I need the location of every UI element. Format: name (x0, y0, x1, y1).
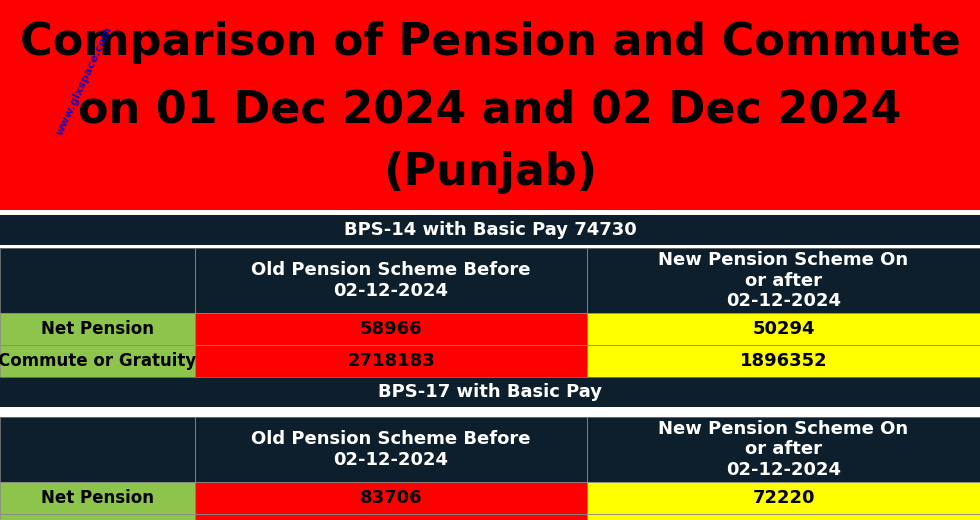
Bar (0, 0, 980, 215)
Bar (587, 313, 980, 345)
Bar (195, 345, 587, 377)
Bar (195, 248, 587, 313)
Text: Old Pension Scheme Before
02-12-2024: Old Pension Scheme Before 02-12-2024 (251, 430, 531, 469)
Bar (0, 345, 195, 377)
Text: (Punjab): (Punjab) (383, 150, 597, 193)
Bar (0, 482, 195, 514)
Bar (0, 407, 980, 417)
Bar (0, 245, 980, 248)
Text: New Pension Scheme On
or after
02-12-2024: New Pension Scheme On or after 02-12-202… (659, 251, 908, 310)
Bar (0, 313, 195, 345)
Bar (0, 417, 195, 482)
Bar (0, 417, 195, 482)
Bar (587, 417, 980, 482)
Bar (0, 482, 195, 514)
Bar (587, 248, 980, 313)
Text: 1896352: 1896352 (740, 352, 827, 370)
Bar (587, 345, 980, 377)
Bar (587, 313, 980, 345)
Bar (0, 514, 195, 520)
Text: Net Pension: Net Pension (41, 489, 154, 507)
Text: www.glxspace.com: www.glxspace.com (55, 25, 115, 137)
Text: 2718183: 2718183 (347, 352, 435, 370)
Text: Net Pension: Net Pension (41, 320, 154, 338)
Bar (587, 482, 980, 514)
Bar (0, 248, 195, 313)
Text: 72220: 72220 (753, 489, 814, 507)
Bar (195, 313, 587, 345)
Bar (0, 514, 195, 520)
Bar (195, 417, 587, 482)
Bar (0, 215, 980, 245)
Text: Comparison of Pension and Commute: Comparison of Pension and Commute (20, 20, 960, 63)
Bar (195, 248, 587, 313)
Bar (195, 514, 587, 520)
Bar (195, 482, 587, 514)
Text: 50294: 50294 (753, 320, 814, 338)
Bar (0, 345, 195, 377)
Bar (0, 248, 195, 313)
Bar (195, 313, 587, 345)
Bar (0, 210, 980, 215)
Text: Old Pension Scheme Before
02-12-2024: Old Pension Scheme Before 02-12-2024 (251, 261, 531, 300)
Bar (195, 345, 587, 377)
Text: BPS-14 with Basic Pay 74730: BPS-14 with Basic Pay 74730 (344, 221, 636, 239)
Bar (587, 345, 980, 377)
Text: New Pension Scheme On
or after
02-12-2024: New Pension Scheme On or after 02-12-202… (659, 420, 908, 479)
Bar (195, 514, 587, 520)
Text: 83706: 83706 (360, 489, 422, 507)
Bar (0, 377, 980, 407)
Text: BPS-17 with Basic Pay: BPS-17 with Basic Pay (378, 383, 602, 401)
Bar (587, 248, 980, 313)
Bar (0, 313, 195, 345)
Bar (587, 482, 980, 514)
Text: on 01 Dec 2024 and 02 Dec 2024: on 01 Dec 2024 and 02 Dec 2024 (78, 88, 902, 132)
Bar (587, 514, 980, 520)
Bar (195, 482, 587, 514)
Text: 58966: 58966 (360, 320, 422, 338)
Bar (587, 514, 980, 520)
Bar (195, 417, 587, 482)
Text: Commute or Gratuity: Commute or Gratuity (0, 352, 197, 370)
Bar (587, 417, 980, 482)
